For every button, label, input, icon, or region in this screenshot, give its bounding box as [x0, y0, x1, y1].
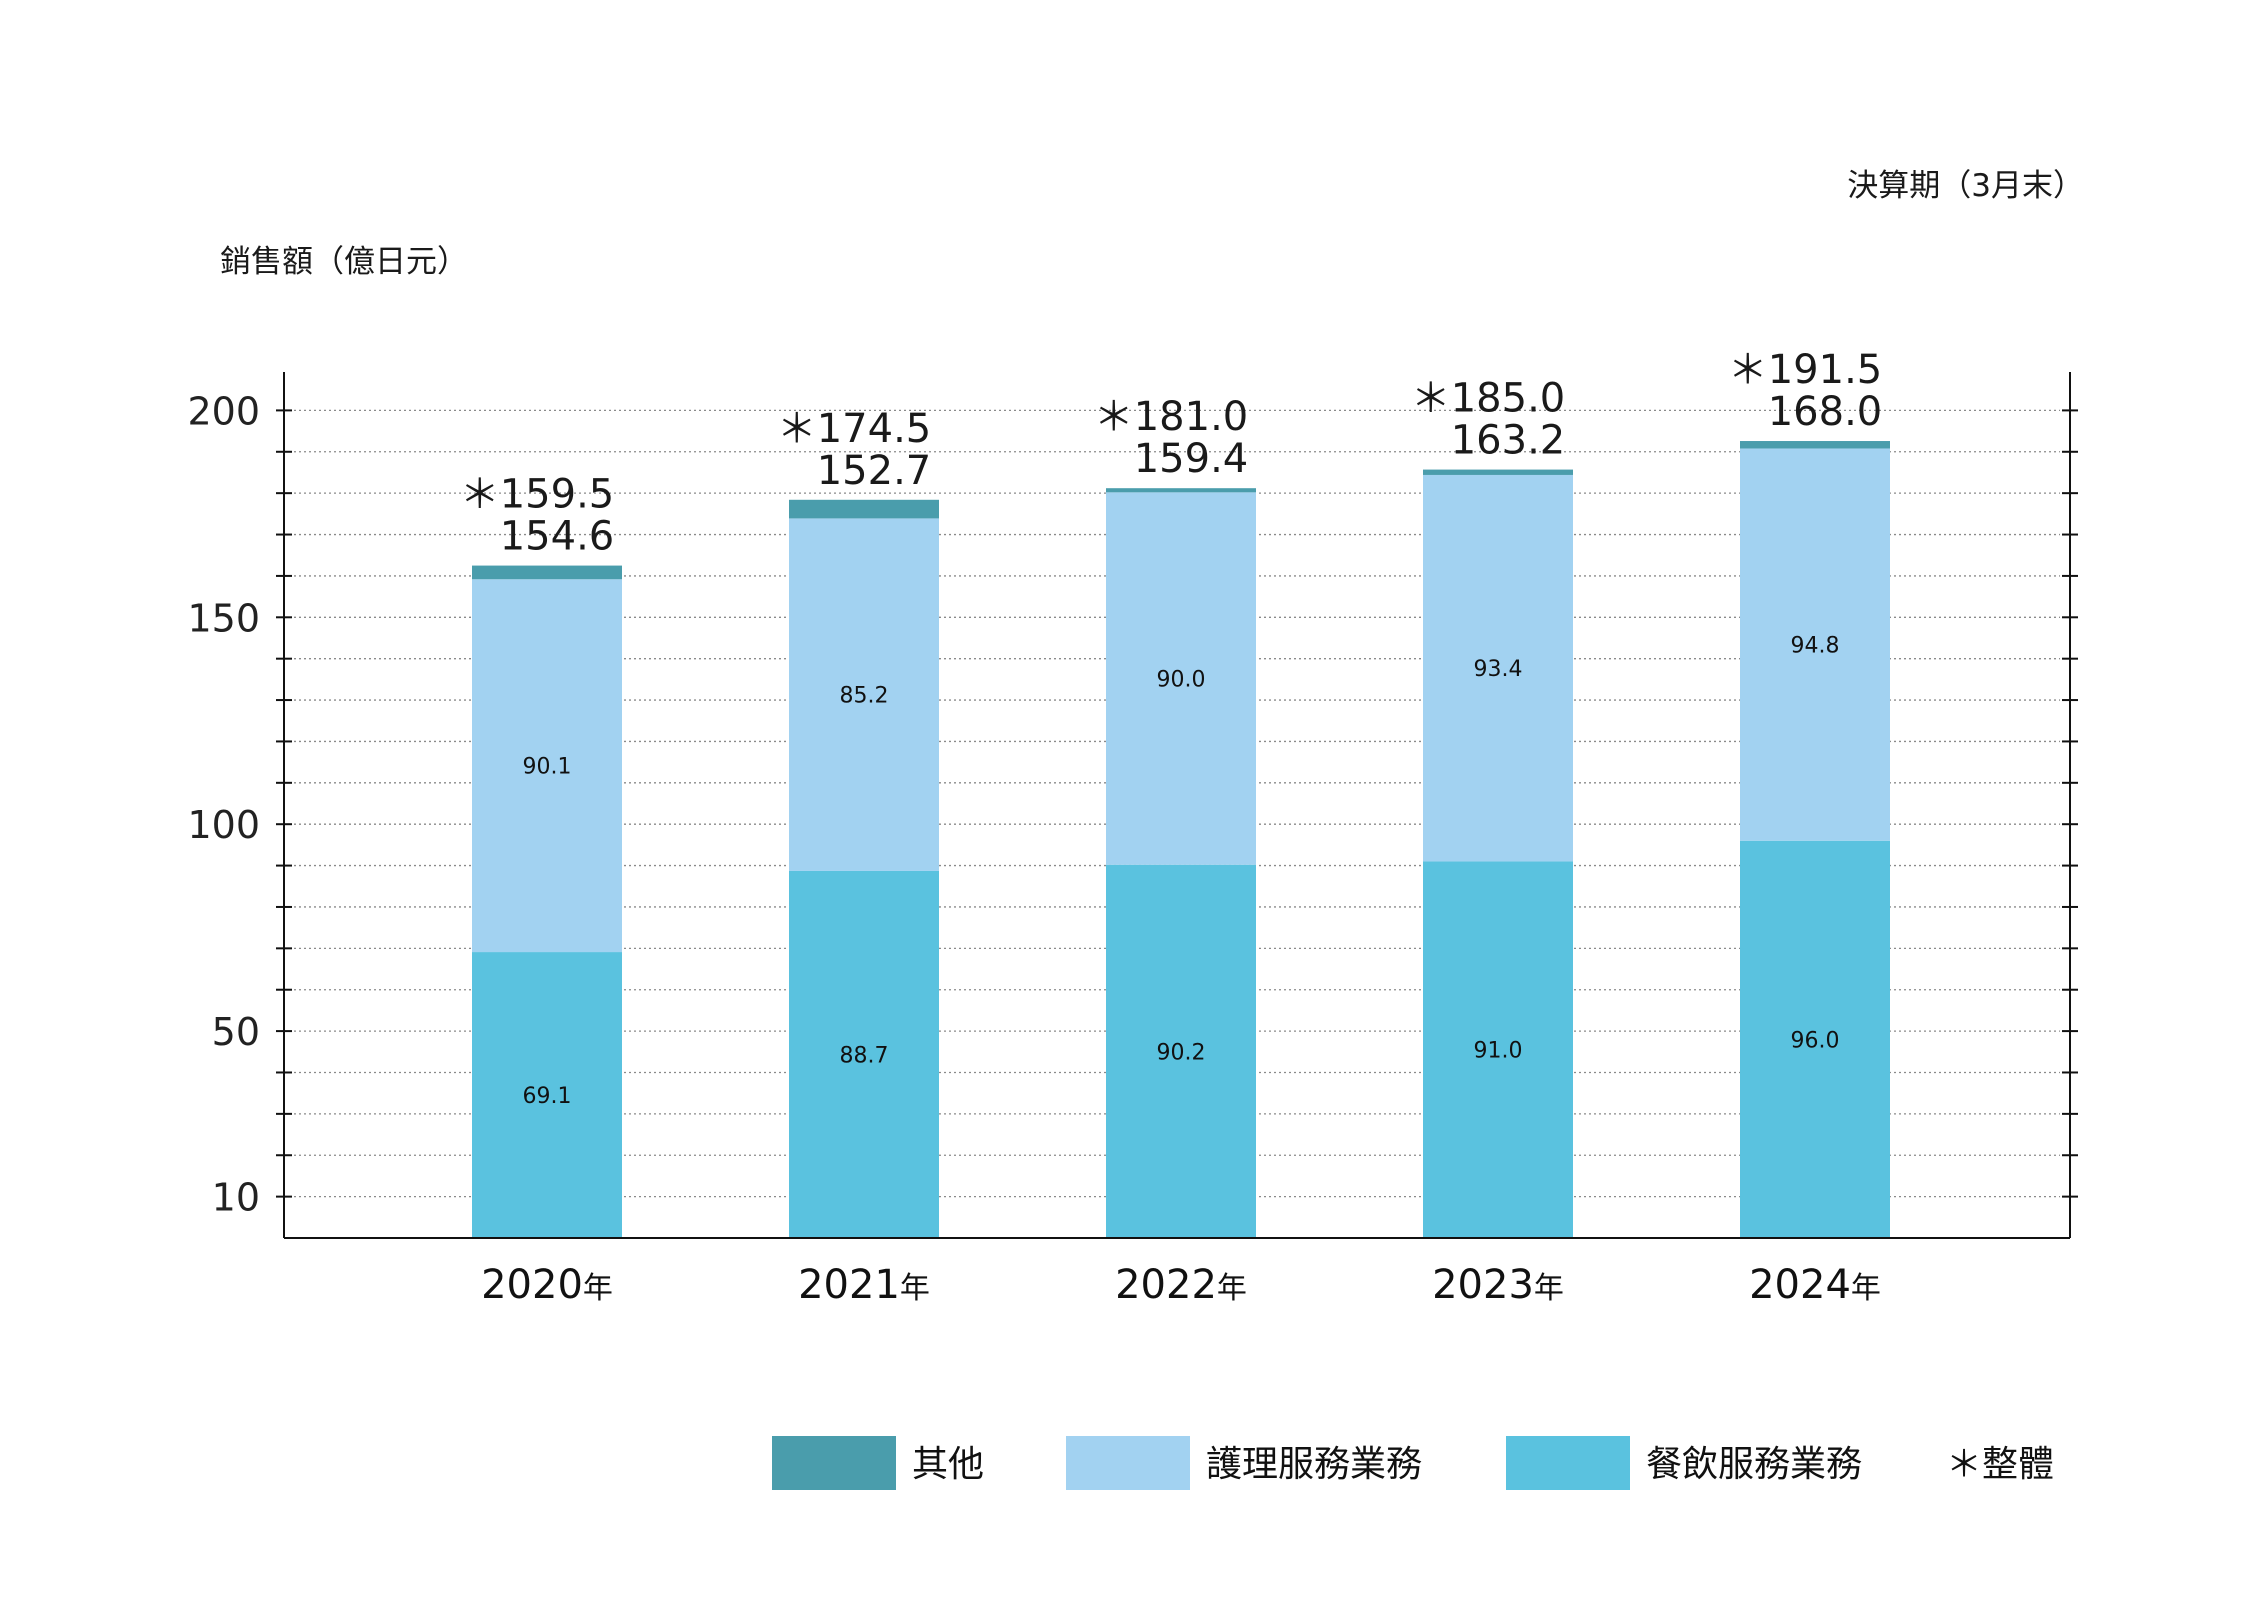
x-tick-suffix: 年	[900, 1271, 930, 1306]
x-tick-year: 2023	[1432, 1262, 1534, 1308]
bar-segment	[789, 499, 939, 519]
legend-swatch-nursing	[1066, 1436, 1190, 1490]
bar-value-label: 85.2	[840, 684, 889, 709]
y-axis-title: 銷售額（億日元）	[220, 244, 468, 280]
bar-value-label: 96.0	[1791, 1028, 1840, 1053]
x-tick-suffix: 年	[583, 1271, 613, 1306]
y-tick-label: 50	[212, 1010, 260, 1054]
legend: 其他 護理服務業務 餐飲服務業務 ＊整體	[772, 1436, 2054, 1490]
x-axis-labels: 2020年 2021年 2022年 2023年 2024年	[481, 1262, 1881, 1308]
total-label: ＊185.0	[1411, 376, 1566, 422]
y-tick-label: 200	[187, 389, 260, 433]
total-label: ＊174.5	[777, 406, 932, 452]
bar-segment	[472, 579, 622, 953]
bar-value-label: 91.0	[1474, 1039, 1523, 1064]
total-label: ＊159.5	[460, 472, 615, 518]
legend-label-other: 其他	[912, 1444, 984, 1485]
bar-value-label: 90.0	[1157, 668, 1206, 693]
total-label: ＊191.5	[1728, 347, 1883, 393]
data-labels: 69.1 90.1 154.6＊159.5 88.7 85.2 152.7＊174.5 90…	[460, 347, 1883, 1109]
x-tick-suffix: 年	[1851, 1271, 1881, 1306]
bar-segment	[1423, 861, 1573, 1238]
y-tick-label: 150	[187, 596, 260, 640]
bar-value-label: 90.2	[1157, 1040, 1206, 1065]
legend-label-food: 餐飲服務業務	[1646, 1444, 1862, 1485]
bars	[472, 441, 1890, 1238]
bar-segment	[1423, 469, 1573, 475]
total-label: ＊181.0	[1094, 394, 1249, 440]
legend-swatch-food	[1506, 1436, 1630, 1490]
x-tick-label: 2021年	[798, 1262, 930, 1308]
bar-segment	[1740, 441, 1890, 449]
subtotal-label: 152.7	[817, 448, 932, 494]
bar-value-label: 88.7	[840, 1043, 889, 1068]
bar-value-label: 69.1	[523, 1084, 572, 1109]
subtotal-label: 168.0	[1768, 389, 1883, 435]
legend-label-nursing: 護理服務業務	[1206, 1444, 1422, 1485]
x-tick-year: 2022	[1115, 1262, 1217, 1308]
subtotal-label: 159.4	[1134, 436, 1249, 482]
legend-swatch-other	[772, 1436, 896, 1490]
axis-ticks: 10 50 100 150 200	[187, 389, 2078, 1220]
bar-segment	[789, 870, 939, 1238]
legend-note-overall: ＊整體	[1946, 1444, 2054, 1485]
x-tick-label: 2024年	[1749, 1262, 1881, 1308]
bar-segment	[789, 518, 939, 871]
bar-segment	[1106, 488, 1256, 493]
bar-value-label: 94.8	[1791, 634, 1840, 659]
x-tick-year: 2020	[481, 1262, 583, 1308]
x-tick-label: 2022年	[1115, 1262, 1247, 1308]
subtotal-label: 154.6	[500, 514, 615, 560]
bar-segment	[1423, 474, 1573, 862]
y-tick-label: 10	[212, 1176, 260, 1220]
bar-segment	[1106, 864, 1256, 1238]
x-tick-label: 2023年	[1432, 1262, 1564, 1308]
bar-value-label: 93.4	[1474, 657, 1523, 682]
bar-segment	[1106, 492, 1256, 865]
bar-segment	[1740, 840, 1890, 1238]
x-tick-suffix: 年	[1217, 1271, 1247, 1306]
x-tick-year: 2024	[1749, 1262, 1851, 1308]
bar-segment	[472, 565, 622, 580]
x-tick-year: 2021	[798, 1262, 900, 1308]
x-tick-label: 2020年	[481, 1262, 613, 1308]
bar-segment	[472, 952, 622, 1238]
fiscal-period-note: 決算期（3月末）	[1847, 168, 2084, 204]
bar-value-label: 90.1	[523, 755, 572, 780]
y-tick-label: 100	[187, 803, 260, 847]
subtotal-label: 163.2	[1451, 418, 1566, 464]
bar-segment	[1740, 448, 1890, 841]
x-tick-suffix: 年	[1534, 1271, 1564, 1306]
